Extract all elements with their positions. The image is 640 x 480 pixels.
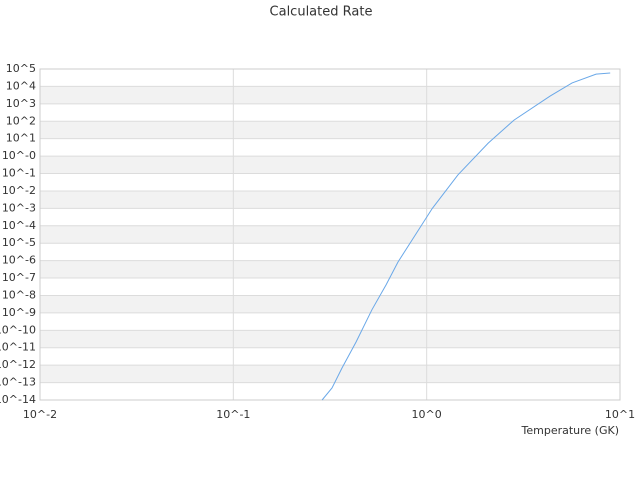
grid-band	[40, 260, 620, 279]
x-tick-label: 10^-1	[216, 408, 250, 421]
y-tick-label: 10^-4	[2, 219, 36, 232]
grid-band	[40, 86, 620, 104]
y-tick-label: 10^2	[6, 114, 36, 127]
y-tick-label: 10^-12	[0, 358, 36, 371]
grid-band	[40, 330, 620, 348]
grid-band	[40, 365, 620, 383]
y-tick-label: 10^-13	[0, 376, 36, 389]
y-tick-label: 10^-7	[2, 271, 36, 284]
grid-band	[40, 225, 620, 244]
grid-band	[40, 121, 620, 139]
y-tick-label: 10^-1	[2, 167, 36, 180]
y-tick-label: 10^-5	[2, 236, 36, 249]
grid-band	[40, 190, 620, 209]
y-tick-label: 10^4	[6, 79, 36, 92]
y-tick-label: 10^-0	[2, 149, 36, 162]
x-tick-label: 10^-2	[23, 408, 57, 421]
x-tick-label: 10^0	[412, 408, 442, 421]
x-axis-label: Temperature (GK)	[521, 424, 620, 437]
y-tick-label: 10^1	[6, 132, 36, 145]
data-line	[321, 72, 611, 401]
y-tick-label: 10^-6	[2, 254, 36, 267]
y-tick-label: 10^-3	[2, 201, 36, 214]
y-tick-label: 10^-8	[2, 288, 36, 301]
grid-band	[40, 156, 620, 174]
y-tick-label: 10^3	[6, 97, 36, 110]
y-tick-label: 10^5	[6, 62, 36, 75]
y-tick-label: 10^-10	[0, 323, 36, 336]
y-tick-label: 10^-14	[0, 393, 36, 406]
plot-frame	[39, 68, 621, 401]
x-tick-label: 10^1	[605, 408, 635, 421]
chart-title: Calculated Rate	[270, 5, 373, 20]
grid-band	[40, 295, 620, 313]
y-tick-label: 10^-11	[0, 341, 36, 354]
y-tick-label: 10^-9	[2, 306, 36, 319]
y-tick-label: 10^-2	[2, 184, 36, 197]
